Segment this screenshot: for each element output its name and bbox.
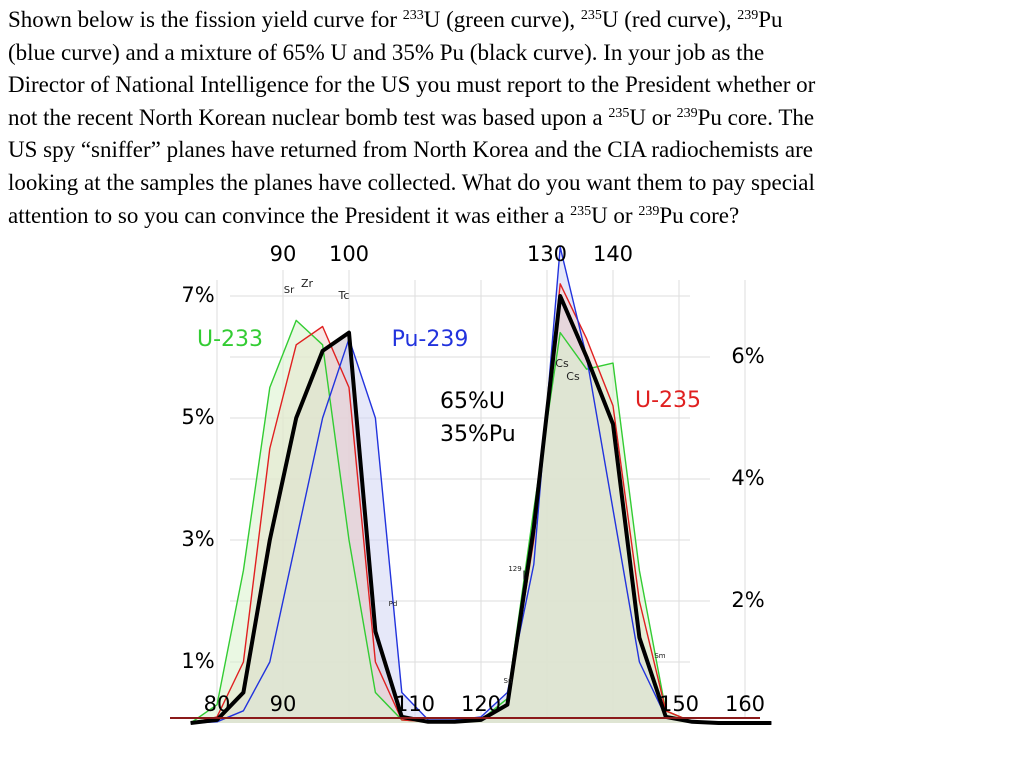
element-label: Tc xyxy=(338,289,350,302)
question-line: US spy “sniffer” planes have returned fr… xyxy=(8,134,815,167)
superscript: 233 xyxy=(402,8,424,23)
series-label: 35%Pu xyxy=(440,422,516,447)
element-label: Pd xyxy=(389,600,398,608)
element-label: Sr xyxy=(284,285,295,296)
text-run: Shown below is the fission yield curve f… xyxy=(8,7,403,32)
question-line: Shown below is the fission yield curve f… xyxy=(8,4,815,37)
text-run: not the recent North Korean nuclear bomb… xyxy=(8,104,609,130)
question-line: Director of National Intelligence for th… xyxy=(8,69,815,102)
question-line: attention to so you can convince the Pre… xyxy=(8,200,815,233)
y2-tick-label: 6% xyxy=(731,344,764,368)
y-tick-label: 7% xyxy=(181,283,214,307)
text-run: Pu core? xyxy=(659,202,740,228)
element-label: 129 xyxy=(508,565,521,573)
question-line: looking at the samples the planes have c… xyxy=(8,167,815,200)
x-tick-label: 80 xyxy=(204,692,231,716)
series-label: Pu-239 xyxy=(392,327,469,352)
question-line: not the recent North Korean nuclear bomb… xyxy=(8,102,815,135)
y2-tick-label: 2% xyxy=(731,588,764,612)
question: Shown below is the fission yield curve f… xyxy=(8,4,815,232)
superscript: 235 xyxy=(570,203,592,219)
superscript: 239 xyxy=(638,203,660,219)
y-tick-label: 3% xyxy=(181,527,214,551)
text-run: U (red curve), xyxy=(601,7,738,32)
element-label: Cs xyxy=(566,370,580,383)
text-run: (blue curve) and a mixture of 65% U and … xyxy=(8,39,765,65)
x-tick-label: 160 xyxy=(725,692,765,716)
text-run: US spy “sniffer” planes have returned fr… xyxy=(8,137,813,163)
x-tick-label: 90 xyxy=(270,692,297,716)
superscript: 235 xyxy=(608,105,630,121)
text-run: U or xyxy=(629,104,677,130)
text-run: U (green curve), xyxy=(423,7,581,32)
y2-tick-label: 4% xyxy=(731,466,764,490)
element-label: Cs xyxy=(555,357,569,370)
x-tick-label: 110 xyxy=(395,692,435,716)
superscript: 239 xyxy=(676,105,698,121)
text-run: Director of National Intelligence for th… xyxy=(8,72,816,98)
text-run: Pu xyxy=(758,7,783,32)
y-tick-label: 5% xyxy=(181,405,214,429)
x-top-tick-label: 90 xyxy=(270,242,297,266)
text-run: looking at the samples the planes have c… xyxy=(8,169,815,195)
x-top-tick-label: 140 xyxy=(593,242,633,266)
series-label: U-235 xyxy=(635,388,701,413)
question-line: (blue curve) and a mixture of 65% U and … xyxy=(8,37,815,70)
series-label: U-233 xyxy=(197,327,263,352)
superscript: 239 xyxy=(737,8,759,23)
element-label: I xyxy=(522,569,526,583)
series-area xyxy=(190,320,772,723)
series-label: 65%U xyxy=(440,389,505,414)
element-label: Sm xyxy=(654,652,665,660)
x-top-tick-label: 130 xyxy=(527,242,567,266)
y-tick-label: 1% xyxy=(181,649,214,673)
text-run: Pu core. The xyxy=(697,104,815,130)
superscript: 235 xyxy=(580,8,602,23)
text-run: U or xyxy=(591,202,639,228)
text-run: attention to so you can convince the Pre… xyxy=(8,202,571,228)
element-label: Zr xyxy=(301,277,314,290)
x-tick-label: 120 xyxy=(461,692,501,716)
element-label: Sn xyxy=(504,677,513,685)
x-top-tick-label: 100 xyxy=(329,242,369,266)
chart: 7% 5% 3% 1% 6% 4% 2% 90 100 130 140 80 90 110 120 150 16… xyxy=(170,242,772,725)
x-tick-label: 150 xyxy=(659,692,699,716)
